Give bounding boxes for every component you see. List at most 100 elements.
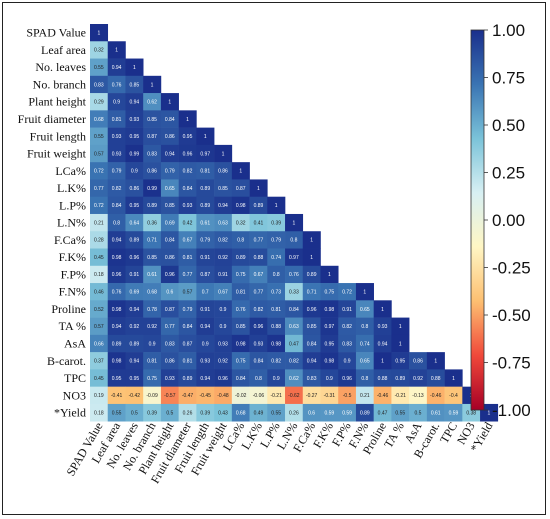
heatmap-cell [178,213,197,232]
cell-value-label: 0.98 [236,203,246,209]
cell-value-label: 0.93 [183,203,193,209]
heatmap-cell [160,248,179,267]
cell-value-label: 0.99 [129,151,139,157]
heatmap-cell [160,213,179,232]
heatmap-cell [160,386,179,405]
heatmap-cell [214,213,233,232]
heatmap-cell [143,75,162,94]
heatmap-cells: 1 0.32 1 0.55 0.94 1 0.83 0.76 0.85 1 0.29 0.9 0.94 0… [90,24,499,422]
cell-value-label: 0.69 [129,289,139,295]
heatmap-cell [409,369,428,387]
cell-value-label: 0.89 [183,376,193,382]
row-label: Proline [51,302,86,316]
heatmap-cell [355,369,374,387]
heatmap-cell [90,265,109,284]
cell-value-label: 0.61 [431,410,441,416]
cell-value-label: 0.84 [236,376,246,382]
cell-value-label: 0.45 [94,376,104,382]
heatmap-cell [285,317,304,336]
cell-value-label: 0.74 [271,255,281,261]
heatmap-cell [143,213,162,232]
heatmap-cell [214,300,233,318]
row-label: Fruit weight [27,147,87,161]
heatmap-cell [143,231,162,249]
heatmap-cell [231,300,250,318]
heatmap-cell [90,162,109,180]
cell-value-label: 0.98 [324,359,334,365]
cell-value-label: -0.45 [200,393,212,399]
cell-value-label: 0.26 [183,410,193,416]
cell-value-label: 1 [434,359,437,365]
heatmap-cell [444,386,463,405]
cell-value-label: 0.45 [94,255,104,261]
heatmap-cell [302,248,321,267]
cell-value-label: 0.95 [129,203,139,209]
cell-value-label: 0.77 [165,324,175,330]
cell-value-label: 0.89 [236,255,246,261]
heatmap-cell [267,386,286,405]
cell-value-label: 0.83 [147,151,157,157]
heatmap-cell [302,369,321,387]
heatmap-cell [107,213,126,232]
cell-value-label: 0.8 [361,324,368,330]
heatmap-cell [90,24,109,42]
heatmap-cell [90,179,109,197]
cell-value-label: 0.29 [94,100,104,106]
heatmap-cell [178,300,197,318]
heatmap-cell [90,127,109,146]
cell-value-label: 0.93 [218,341,228,347]
cell-value-label: -0.21 [270,393,282,399]
heatmap-cell [178,196,197,215]
heatmap-cell [178,352,197,370]
cell-value-label: 0.96 [112,272,122,278]
heatmap-cell [178,283,197,301]
cell-value-label: 0.84 [307,341,317,347]
cell-value-label: 0.97 [289,255,299,261]
heatmap-cell [285,334,304,353]
heatmap-cell [320,352,339,370]
cell-value-label: 0.87 [165,307,175,313]
heatmap-cell [214,196,233,215]
cell-value-label: 0.62 [289,376,299,382]
cell-value-label: 0.32 [236,220,246,226]
heatmap-cell [125,334,144,353]
heatmap-cell [125,248,144,267]
heatmap-cell [231,196,250,215]
cell-value-label: 0.55 [94,134,104,140]
heatmap-cell [302,265,321,284]
cell-value-label: 0.19 [94,393,104,399]
heatmap-cell [90,317,109,336]
heatmap-cell [373,352,392,370]
heatmap-cell [90,300,109,318]
heatmap-cell [107,58,126,77]
heatmap-cell [409,403,428,422]
heatmap-cell [267,300,286,318]
heatmap-cell [178,162,197,180]
heatmap-cell [90,196,109,215]
cell-value-label: 1 [168,100,171,106]
cell-value-label: 0.85 [147,117,157,123]
heatmap-cell [285,231,304,249]
heatmap-cell [373,403,392,422]
cell-value-label: 0.84 [183,324,193,330]
heatmap-cell [302,386,321,405]
cell-value-label: 0.32 [94,48,104,54]
heatmap-cell [143,283,162,301]
cell-value-label: 0.92 [147,324,157,330]
heatmap-cell [160,127,179,146]
heatmap-cell [160,403,179,422]
heatmap-cell [143,300,162,318]
cell-value-label: -0.06 [253,393,265,399]
heatmap-cell [338,317,357,336]
cell-value-label: 0.89 [254,203,264,209]
cell-value-label: 0.97 [324,324,334,330]
cell-value-label: 0.46 [94,289,104,295]
heatmap-cell [231,352,250,370]
cell-value-label: 0.79 [200,238,210,244]
heatmap-cell [107,248,126,267]
colorbar-gradient [470,29,485,411]
cell-value-label: 0.8 [113,220,120,226]
cell-value-label: 0.93 [165,376,175,382]
cell-value-label: 0.94 [112,238,122,244]
heatmap-cell [426,369,445,387]
